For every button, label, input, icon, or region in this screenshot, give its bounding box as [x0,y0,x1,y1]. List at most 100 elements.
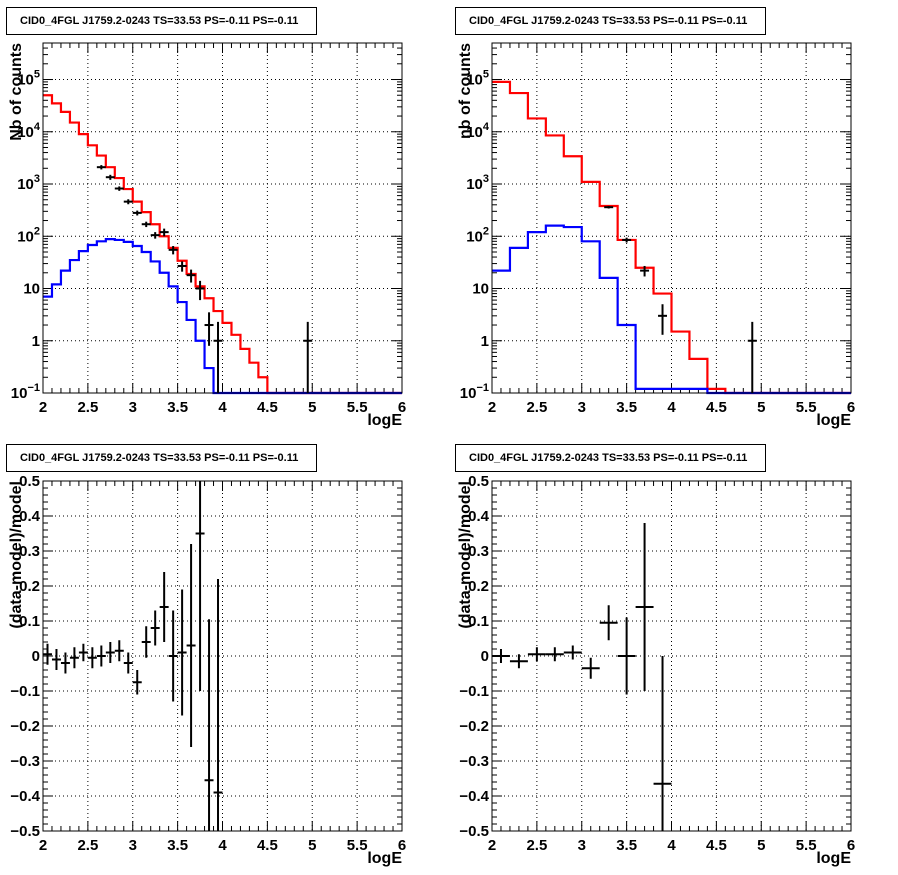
data-point [599,605,618,641]
y-tick-label: 103 [466,173,489,193]
y-tick-label: 0.3 [468,543,489,560]
plot-tl: 2 2.5 3 3.5 4 4.5 5 5.5 6 10−1 1 10 102 103 104 105 logE… [8,42,406,429]
y-tick-label: 0.4 [19,508,41,525]
data-point [177,589,187,716]
x-tick-label: 6 [398,399,406,416]
x-tick-label: 2.5 [526,837,547,854]
x-tick-label: 5 [308,399,316,416]
y-tick-label: 10−1 [460,382,489,402]
data-point [563,645,582,660]
y-tick-label: −0.3 [10,753,40,770]
title-text: CID0_4FGL J1759.2-0243 TS=33.53 PS=-0.11… [20,15,299,27]
data-point [527,647,546,662]
data-point [635,523,654,691]
plot-frame [42,480,403,832]
y-tick-label: 103 [17,173,40,193]
x-tick-label: 6 [398,837,406,854]
data-point [747,321,757,393]
y-tick-label: 10 [23,281,40,298]
x-axis-label: logE [816,850,851,867]
y-axis-label: (data-model)/model [457,481,474,629]
data-point [622,237,632,243]
x-tick-label: 2.5 [77,399,98,416]
data-point [114,186,124,191]
y-tick-label: 102 [466,225,489,245]
plot-br: 2 2.5 3 3.5 4 4.5 5 5.5 6 −0.5 −0.4 −0.3 −0.2 −0.1 0 0.… [457,473,855,867]
x-tick-label: 2 [39,399,47,416]
x-tick-label: 3.5 [167,399,188,416]
data-point [195,481,205,691]
x-tick-label: 4 [667,837,676,854]
x-tick-label: 5 [757,837,765,854]
x-tick-label: 6 [847,399,855,416]
data-point [195,280,205,301]
y-axis-label: Nb of counts [8,43,25,141]
data-point [78,643,88,662]
y-tick-label: 1 [32,333,40,350]
x-tick-label: 3.5 [616,837,637,854]
data-point [658,304,668,335]
y-tick-label: 0.2 [468,578,489,595]
x-tick-label: 5.5 [347,837,368,854]
data-point [105,174,115,180]
y-tick-label: 10−1 [11,382,40,402]
y-tick-label: 0 [32,648,40,665]
title-text: CID0_4FGL J1759.2-0243 TS=33.53 PS=-0.11… [20,452,299,464]
y-tick-label: 1 [481,333,489,350]
data-point [213,579,223,831]
plot-frame [491,480,852,832]
data-point [213,321,223,393]
data-point [303,321,313,393]
y-tick-label: −0.1 [459,683,489,700]
x-tick-label: 5 [308,837,316,854]
x-axis-label: logE [367,412,402,429]
title-text: CID0_4FGL J1759.2-0243 TS=33.53 PS=-0.11… [469,15,748,27]
y-tick-label: 0.3 [19,543,40,560]
x-tick-label: 5.5 [347,399,368,416]
y-tick-label: −0.5 [459,823,489,840]
x-tick-label: 4.5 [257,399,278,416]
data-point [87,647,97,669]
data-point [168,246,178,255]
data-point [150,232,160,239]
x-tick-label: 4.5 [706,837,727,854]
y-tick-label: 0.5 [19,473,40,490]
x-tick-label: 3 [578,399,586,416]
data-point [150,610,160,646]
y-tick-label: −0.5 [10,823,40,840]
x-tick-label: 4.5 [706,399,727,416]
y-tick-label: −0.4 [10,788,40,805]
x-tick-label: 3 [578,837,586,854]
x-tick-label: 5.5 [796,837,817,854]
total-model-line [492,80,851,395]
data-point [123,199,133,205]
x-tick-label: 5 [757,399,765,416]
data-point [141,626,151,658]
data-point [132,670,142,695]
y-tick-label: 0.2 [19,578,40,595]
title-top-left: CID0_4FGL J1759.2-0243 TS=33.53 PS=-0.11… [6,7,317,35]
plot-frame [42,42,403,394]
data-point [604,205,614,209]
title-bottom-right: CID0_4FGL J1759.2-0243 TS=33.53 PS=-0.11… [455,444,766,472]
data-point [640,265,650,277]
y-tick-label: 10 [472,281,489,298]
data-point [105,642,115,663]
data-point [123,652,133,674]
plot-tr: 2 2.5 3 3.5 4 4.5 5 5.5 6 10−1 1 10 102 103 104 105 logE… [457,42,855,429]
x-tick-label: 2.5 [526,399,547,416]
title-top-right: CID0_4FGL J1759.2-0243 TS=33.53 PS=-0.11… [455,7,766,35]
y-tick-label: 0 [481,648,489,665]
y-tick-label: −0.2 [459,718,489,735]
y-tick-label: −0.3 [459,753,489,770]
title-bottom-left: CID0_4FGL J1759.2-0243 TS=33.53 PS=-0.11… [6,444,317,472]
plot-bl: 2 2.5 3 3.5 4 4.5 5 5.5 6 −0.5 −0.4 −0.3 −0.2 −0.1 0 0.… [8,473,406,867]
data-point [96,645,106,667]
y-axis-label: nb of counts [457,43,474,139]
x-axis-label: logE [816,412,851,429]
data-point [492,649,510,663]
y-axis-label: (data-model)/model [8,481,25,629]
data-point [168,610,178,702]
x-axis-label: logE [367,850,402,867]
